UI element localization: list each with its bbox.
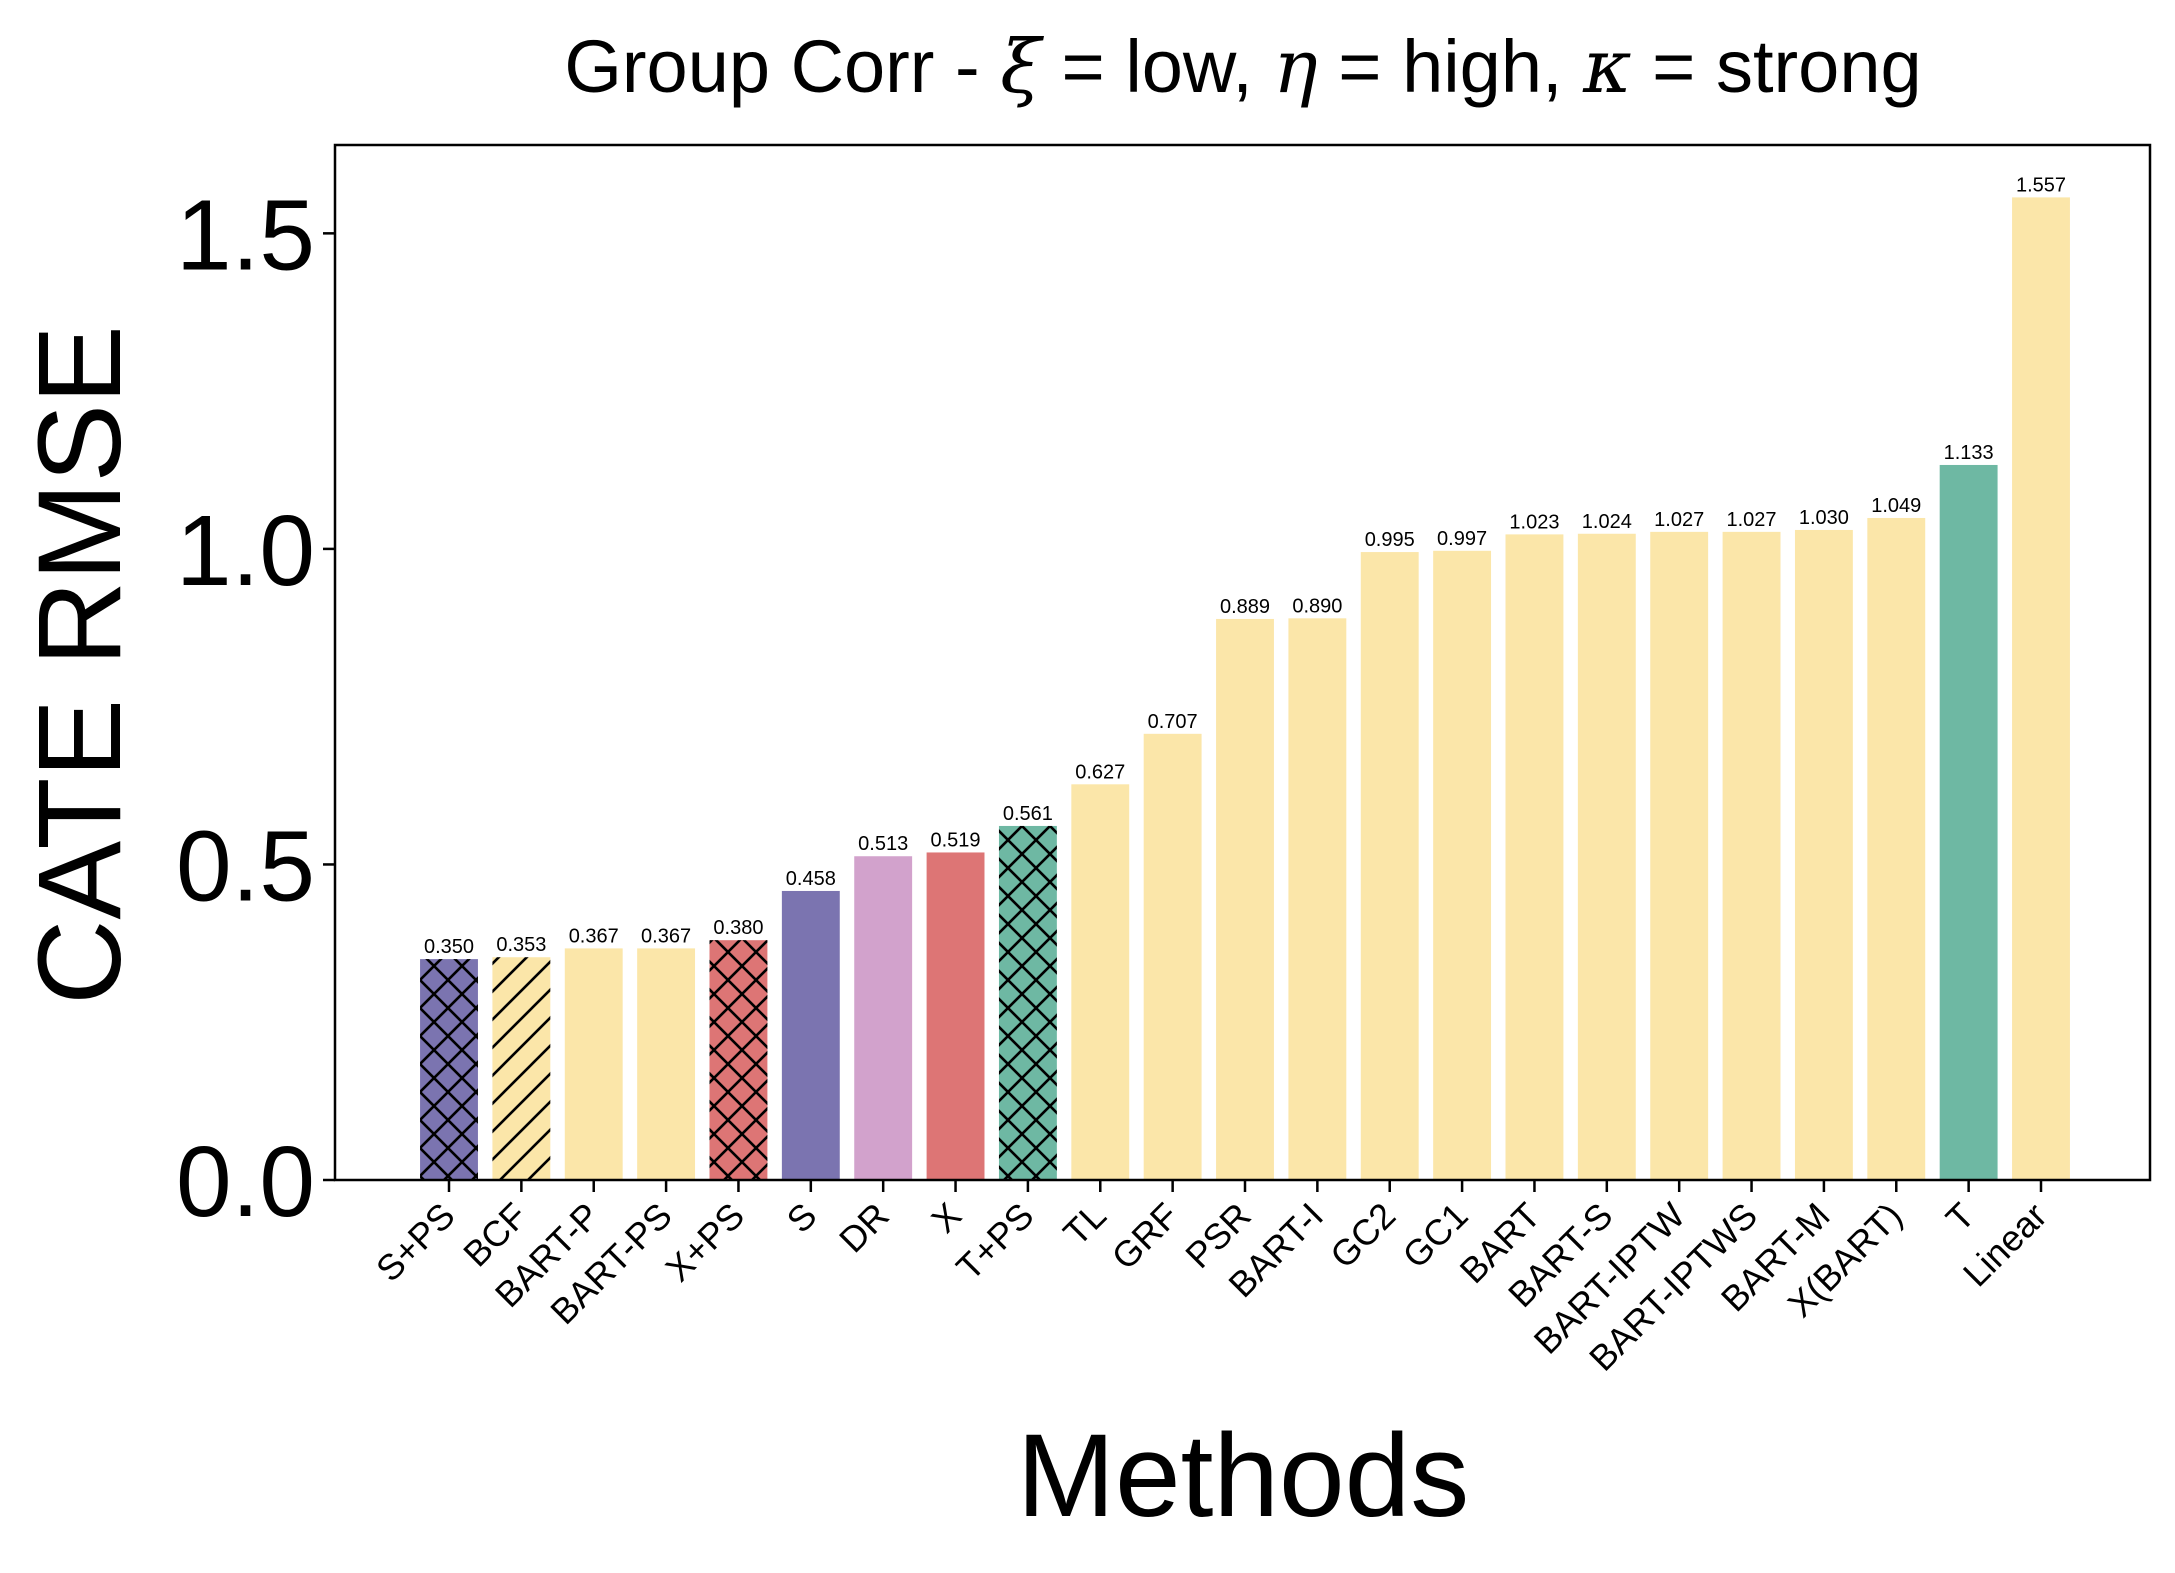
bar-tl — [1071, 784, 1130, 1180]
data-label-t-ps: 0.561 — [1003, 803, 1053, 825]
data-labels-group: 0.350 0.353 0.367 0.367 0.380 0.458 0.513 0.519… — [424, 174, 2066, 958]
data-label-s: 0.458 — [786, 868, 836, 890]
bar-x — [926, 852, 985, 1180]
data-label-x-ps: 0.380 — [713, 917, 763, 939]
bar-grf — [1143, 733, 1202, 1180]
bar-t — [1939, 464, 1998, 1181]
bar-x-bart — [1867, 517, 1926, 1180]
data-label-s-ps: 0.350 — [424, 936, 474, 958]
chart-title: Group Corr - ξ = low, η = high, κ = stro… — [564, 24, 1921, 110]
data-label-psr: 0.889 — [1220, 596, 1270, 618]
bar-hatch-t-ps — [998, 825, 1057, 1180]
y-axis: 0.0 0.5 1.0 1.5 — [176, 179, 335, 1238]
data-label-bart-p: 0.367 — [569, 925, 619, 947]
bar-gc1 — [1433, 550, 1492, 1180]
bar-s — [781, 890, 840, 1180]
x-tick-label-linear: Linear — [1955, 1195, 2055, 1295]
bar-gc2 — [1360, 552, 1419, 1180]
data-label-x: 0.519 — [931, 829, 981, 851]
data-label-bart-m: 1.030 — [1799, 507, 1849, 529]
data-label-linear: 1.557 — [2016, 174, 2066, 196]
x-tick-label-s-ps: S+PS — [368, 1195, 463, 1290]
x-tick-label-tl: TL — [1055, 1195, 1114, 1254]
x-tick-label-dr: DR — [831, 1195, 897, 1261]
x-tick-label-grf: GRF — [1104, 1195, 1187, 1278]
y-axis-label: CATE RMSE — [14, 325, 146, 1005]
y-tick-label: 0.5 — [176, 810, 315, 922]
data-label-bart-ps: 0.367 — [641, 925, 691, 947]
bar-hatch-x-ps — [709, 940, 768, 1180]
data-label-bart-iptw: 1.027 — [1654, 509, 1704, 531]
data-label-bart: 1.023 — [1509, 511, 1559, 533]
x-tick-label-t: T — [1938, 1195, 1983, 1240]
plot-frame — [333, 143, 2152, 1182]
y-tick-label: 1.0 — [176, 495, 315, 607]
bars-group — [420, 197, 2070, 1181]
x-tick-label-x-ps: X+PS — [657, 1195, 752, 1290]
y-tick-label: 0.0 — [176, 1126, 315, 1238]
data-label-grf: 0.707 — [1148, 711, 1198, 733]
bar-bart-iptw — [1650, 531, 1709, 1180]
bar-bart — [1505, 534, 1564, 1180]
bar-bart-s — [1577, 533, 1636, 1180]
data-label-bart-s: 1.024 — [1582, 511, 1632, 533]
bar-dr — [854, 856, 913, 1180]
bar-hatch-bcf — [492, 957, 551, 1180]
data-label-x-bart: 1.049 — [1871, 495, 1921, 517]
x-tick-label-t-ps: T+PS — [948, 1195, 1041, 1288]
data-label-dr: 0.513 — [858, 833, 908, 855]
data-label-bcf: 0.353 — [496, 934, 546, 956]
data-label-t: 1.133 — [1944, 442, 1994, 464]
bar-bart-i — [1288, 618, 1347, 1180]
bar-bart-ps — [637, 948, 696, 1180]
bar-bart-p — [564, 948, 623, 1180]
data-label-tl: 0.627 — [1075, 761, 1125, 783]
bar-bart-iptws — [1722, 531, 1781, 1180]
bar-hatch-s-ps — [420, 959, 478, 1180]
bar-bart-m — [1794, 529, 1853, 1180]
x-tick-label-s: S — [779, 1195, 825, 1241]
data-label-bart-iptws: 1.027 — [1727, 509, 1777, 531]
data-label-bart-i: 0.890 — [1292, 595, 1342, 617]
x-tick-label-x: X — [923, 1195, 969, 1241]
data-label-gc1: 0.997 — [1437, 528, 1487, 550]
bar-psr — [1216, 618, 1274, 1180]
y-tick-label: 1.5 — [176, 179, 315, 291]
x-axis-label: Methods — [1017, 1410, 1470, 1542]
bar-linear — [2012, 197, 2070, 1180]
data-label-gc2: 0.995 — [1365, 529, 1415, 551]
x-tick-label-gc2: GC2 — [1322, 1195, 1403, 1276]
